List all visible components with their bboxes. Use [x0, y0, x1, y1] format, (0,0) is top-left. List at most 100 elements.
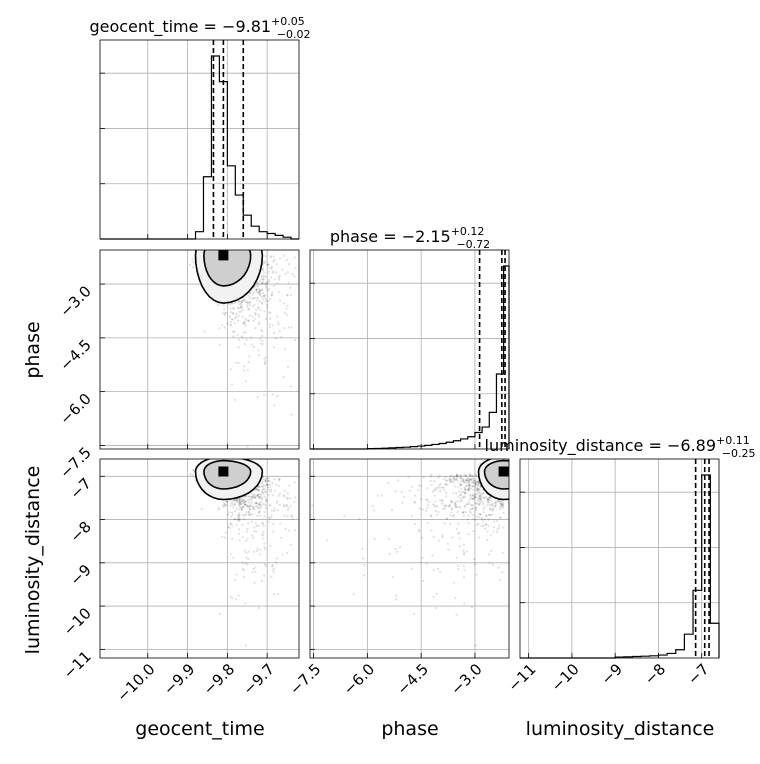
sample-point	[450, 507, 453, 510]
sample-point	[268, 480, 271, 483]
sample-point	[240, 508, 243, 511]
panel-scatter-geocent-time-luminosity-distance	[99, 458, 300, 659]
sample-point	[231, 500, 234, 504]
sample-point	[254, 327, 257, 330]
sample-point	[363, 574, 366, 577]
sample-point	[237, 532, 240, 535]
sample-point	[263, 271, 266, 274]
sample-point	[256, 547, 259, 550]
sample-point	[502, 501, 505, 504]
sample-point	[497, 566, 500, 569]
sample-point	[270, 293, 273, 297]
sample-point	[466, 476, 470, 479]
sample-point	[467, 486, 470, 489]
sample-point	[278, 492, 281, 495]
sample-point	[218, 612, 221, 616]
contour-inner	[203, 250, 252, 287]
sample-point	[252, 505, 255, 508]
sample-point	[278, 330, 281, 333]
sample-point	[253, 496, 256, 499]
sample-point	[422, 579, 425, 583]
sample-point	[263, 514, 266, 518]
sample-point	[267, 515, 271, 519]
sample-point	[481, 500, 484, 503]
sample-point	[277, 321, 280, 324]
sample-point	[463, 481, 466, 484]
sample-point	[261, 301, 264, 304]
sample-point	[449, 477, 452, 480]
sample-point	[238, 539, 241, 542]
sample-point	[283, 505, 286, 508]
sample-point	[462, 496, 465, 499]
sample-point	[475, 474, 478, 477]
sample-point	[286, 508, 290, 511]
sample-point	[417, 529, 420, 532]
sample-point	[248, 355, 251, 358]
sample-point	[467, 479, 470, 482]
sample-point	[255, 308, 258, 312]
sample-point	[264, 491, 267, 494]
sample-point	[246, 301, 249, 305]
sample-point	[257, 306, 260, 309]
sample-point	[373, 537, 376, 541]
sample-point	[257, 323, 260, 326]
sample-point	[263, 490, 266, 493]
sample-point	[223, 308, 226, 311]
sample-point	[471, 493, 474, 497]
sample-point	[289, 504, 292, 507]
sample-point	[261, 330, 264, 333]
sample-point	[260, 295, 263, 299]
sample-point	[252, 496, 255, 499]
sample-point	[271, 324, 274, 327]
sample-point	[244, 299, 247, 302]
panel-hist-geocent-time	[99, 39, 300, 240]
sample-point	[260, 494, 263, 497]
sample-point	[477, 502, 480, 505]
sample-point	[258, 300, 261, 303]
sample-point	[283, 514, 286, 517]
sample-point	[459, 506, 462, 509]
sample-point	[418, 530, 421, 533]
sample-point	[252, 305, 255, 308]
sample-point	[259, 495, 262, 498]
sample-point	[223, 502, 226, 505]
panel-hist-phase	[309, 249, 510, 450]
sample-point	[288, 263, 291, 266]
sample-point	[222, 312, 225, 315]
contour-outer	[477, 459, 509, 501]
sample-point	[249, 504, 252, 507]
sample-point	[245, 510, 248, 514]
sample-point	[475, 506, 478, 509]
sample-point	[289, 543, 293, 546]
sample-point	[237, 508, 240, 511]
sample-point	[272, 331, 276, 334]
sample-point	[266, 263, 269, 266]
sample-point	[244, 562, 247, 565]
sample-point	[263, 563, 267, 566]
sample-point	[460, 499, 463, 502]
sample-point	[255, 494, 258, 497]
sample-point	[243, 549, 246, 552]
sample-point	[439, 570, 442, 573]
sample-point	[483, 496, 486, 499]
sample-point	[437, 539, 440, 542]
sample-point	[239, 498, 242, 501]
sample-point	[492, 530, 495, 533]
panel-frame	[99, 39, 300, 240]
ytick-label: −10	[60, 604, 95, 639]
sample-point	[238, 338, 241, 341]
sample-point	[248, 505, 251, 509]
sample-point	[469, 495, 472, 498]
sample-point	[468, 479, 471, 482]
sample-point	[482, 492, 485, 495]
sample-point	[471, 494, 474, 497]
sample-point	[258, 315, 261, 318]
sample-point	[247, 513, 250, 516]
sample-point	[487, 497, 490, 500]
sample-point	[501, 571, 504, 574]
sample-point	[283, 302, 286, 305]
sample-point	[235, 523, 238, 526]
sample-point	[244, 602, 247, 605]
sample-point	[253, 530, 256, 533]
sample-point	[445, 491, 448, 494]
